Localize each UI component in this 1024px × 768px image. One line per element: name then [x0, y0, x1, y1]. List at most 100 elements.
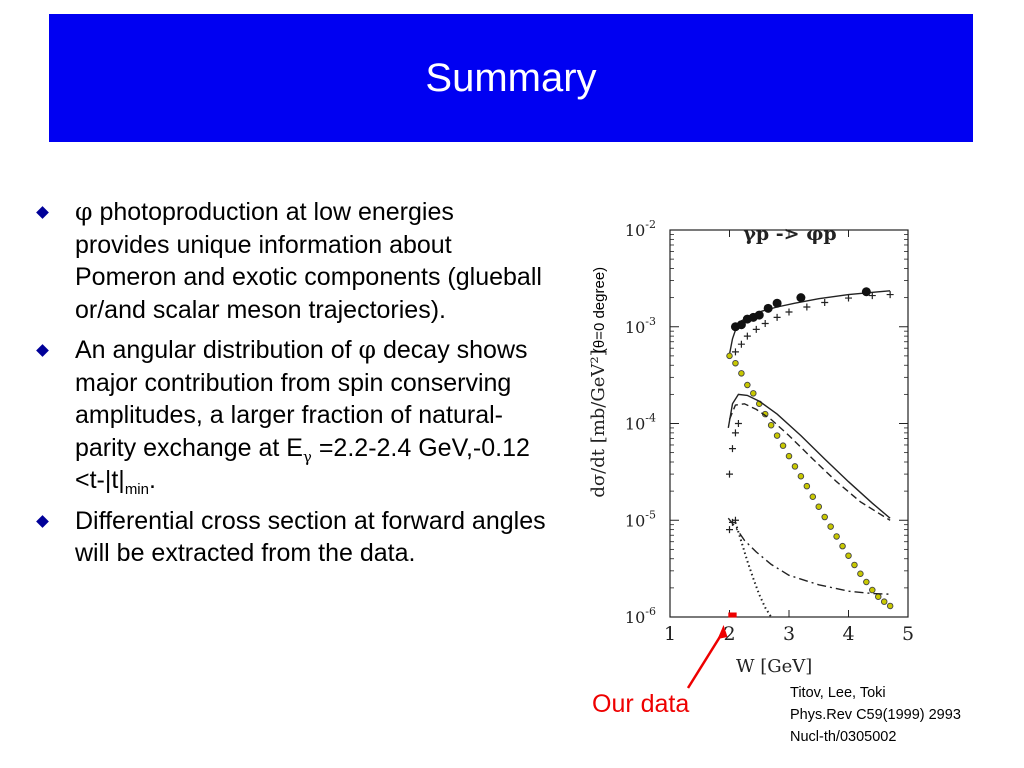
gamma-subscript: γ	[302, 447, 312, 466]
series-10	[730, 287, 871, 332]
plus-point	[773, 313, 781, 321]
data-point	[785, 452, 793, 460]
series-9	[734, 522, 773, 618]
data-point	[875, 593, 882, 600]
phi-symbol: φ	[75, 197, 93, 226]
data-point	[863, 578, 870, 586]
series-4	[727, 393, 891, 519]
series-8	[726, 516, 739, 534]
reference-line: Phys.Rev C59(1999) 2993	[790, 707, 961, 723]
plus-point	[752, 325, 760, 333]
plot-frame	[669, 229, 909, 618]
plus-point	[737, 340, 745, 348]
y-tick-label: 10-4	[625, 412, 656, 434]
plus-point	[728, 445, 736, 453]
y-tick-label: 10-3	[625, 315, 656, 337]
bullet-text-c: .	[148, 466, 156, 494]
series-3	[726, 352, 894, 610]
plus-point	[845, 294, 852, 302]
bullet-list: φ photoproduction at low energies provid…	[36, 196, 548, 578]
data-point	[738, 370, 745, 377]
bullet-text-a: decay shows major contribution from spin…	[75, 336, 528, 462]
data-point	[726, 352, 733, 360]
angle-annotation: (θ=0 degree)	[591, 267, 608, 353]
bullet-item-2: An angular distribution of φ decay shows…	[36, 334, 548, 498]
pointer-arrow-head	[717, 625, 728, 639]
data-point	[763, 303, 773, 313]
bullet-text-b: =2.2-2.4 GeV,-0.12 <t-|t|	[75, 433, 530, 495]
data-point	[886, 602, 894, 610]
bullet-text: Differential cross section at forward an…	[75, 506, 546, 568]
plus-point	[821, 299, 829, 307]
bullet-text: photoproduction at low energies provides…	[75, 198, 542, 324]
plus-point	[743, 332, 751, 340]
x-tick-label: 1	[664, 623, 676, 645]
cross-section-chart: 1 2 3 4 5 10-6 10-5 10-4 10-3 10-2 γp -> φp W [GeV]…	[588, 218, 914, 689]
series-line	[727, 393, 891, 519]
y-tick-label: 10-6	[625, 605, 656, 627]
reference-line: Titov, Lee, Toki	[790, 685, 886, 701]
series-1	[728, 290, 891, 355]
series-line	[728, 403, 891, 521]
plus-point	[785, 308, 793, 316]
data-point	[809, 493, 817, 500]
data-point	[750, 390, 757, 397]
data-point	[803, 482, 811, 490]
data-point	[736, 320, 746, 330]
series-2	[731, 291, 894, 356]
data-point	[869, 586, 876, 594]
data-point	[779, 442, 787, 449]
bullet-text-pre: An angular distribution of	[75, 336, 359, 364]
data-point	[857, 570, 864, 577]
reference-line: Nucl-th/0305002	[790, 729, 897, 745]
data-point	[732, 359, 739, 367]
series-line	[734, 522, 773, 618]
plus-point	[731, 348, 739, 356]
our-data-label: Our data	[592, 690, 690, 718]
data-point	[791, 463, 799, 470]
data-point	[827, 523, 834, 530]
x-tick-label: 2	[723, 623, 735, 645]
chart-title: γp -> φp	[743, 223, 836, 245]
slide-title: Summary	[425, 55, 597, 100]
data-point	[821, 513, 828, 521]
x-axis-label: W [GeV]	[736, 656, 812, 677]
plus-point	[734, 420, 742, 427]
series-5	[728, 403, 891, 521]
data-point	[815, 503, 822, 510]
plus-point	[726, 470, 733, 478]
data-point	[767, 421, 775, 429]
plus-point	[761, 320, 769, 328]
bullet-item-3: Differential cross section at forward an…	[36, 505, 548, 570]
data-point	[754, 310, 764, 320]
data-point	[772, 298, 782, 308]
data-point	[880, 598, 888, 605]
plus-point	[868, 292, 876, 300]
series-line	[727, 517, 891, 595]
min-subscript: min	[124, 481, 149, 498]
plus-point	[886, 291, 894, 299]
x-tick-label: 4	[842, 623, 854, 645]
data-point	[744, 381, 751, 389]
diamond-bullet-icon	[36, 344, 49, 357]
pointer-arrow-line	[686, 630, 725, 689]
y-tick-label: 10-2	[625, 218, 656, 240]
plus-point	[803, 303, 811, 311]
reference-block: Titov, Lee, Toki Phys.Rev C59(1999) 2993…	[790, 682, 961, 748]
series-line	[728, 290, 891, 355]
data-point	[845, 552, 852, 559]
series-6	[726, 420, 742, 478]
data-point	[839, 542, 846, 550]
x-tick-label: 5	[902, 623, 914, 645]
data-point	[851, 561, 858, 569]
bullet-item-1: φ photoproduction at low energies provid…	[36, 196, 548, 326]
title-bar: Summary	[49, 14, 973, 142]
data-point	[833, 533, 840, 540]
data-point	[861, 287, 871, 297]
y-tick-label: 10-5	[625, 508, 656, 530]
y-axis-label: dσ/dt [mb/GeV²]	[588, 349, 609, 497]
plus-point	[726, 526, 733, 534]
data-point	[773, 432, 781, 439]
series-7	[727, 517, 891, 595]
diamond-bullet-icon	[36, 206, 49, 219]
